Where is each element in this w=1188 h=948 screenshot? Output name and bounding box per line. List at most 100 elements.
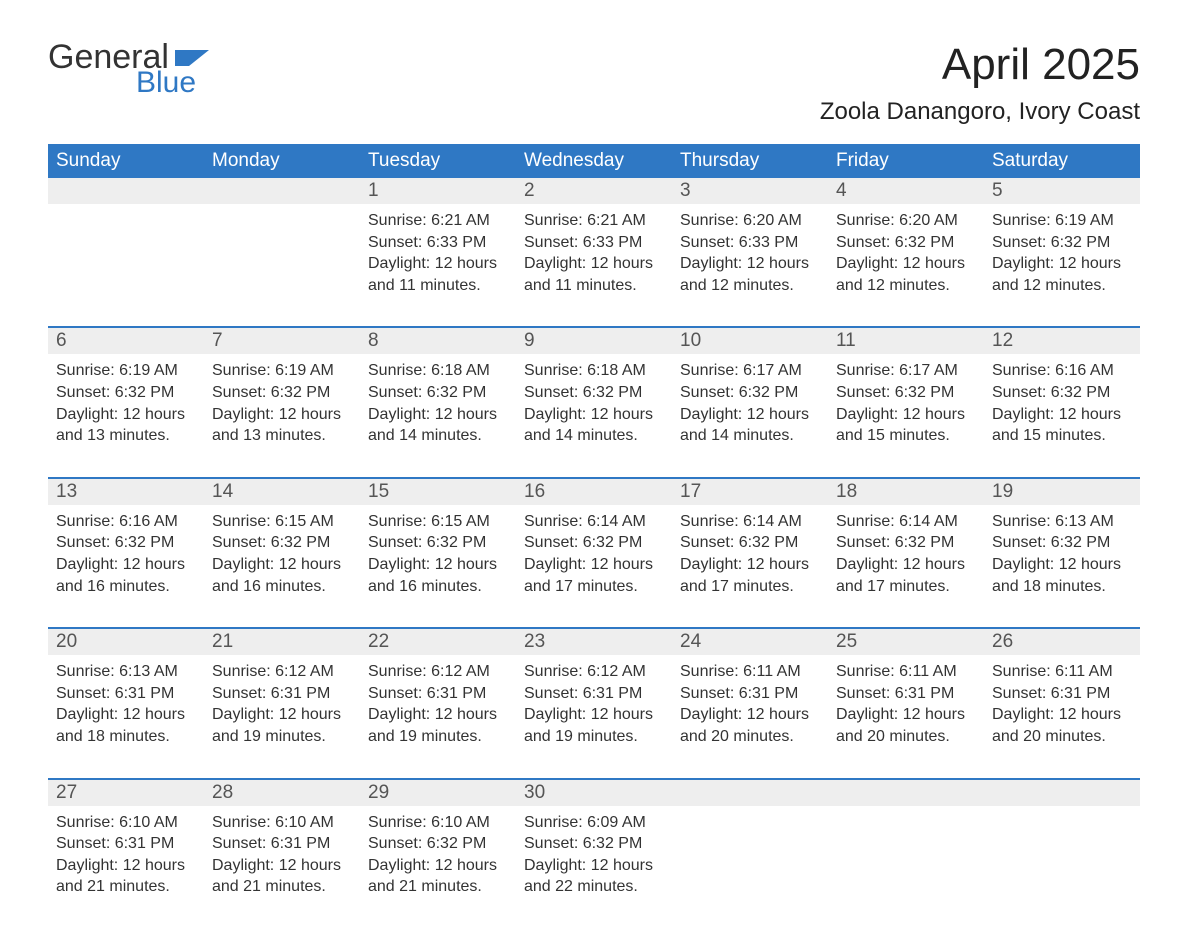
day-info-line: Sunrise: 6:10 AM: [368, 812, 508, 834]
day-info-line: Sunset: 6:32 PM: [524, 532, 664, 554]
daycontent-row: Sunrise: 6:10 AMSunset: 6:31 PMDaylight:…: [48, 806, 1140, 908]
week-row: 6789101112Sunrise: 6:19 AMSunset: 6:32 P…: [48, 326, 1140, 456]
day-info-line: and 11 minutes.: [368, 275, 508, 297]
day-info-line: Sunrise: 6:14 AM: [836, 511, 976, 533]
day-info-line: Sunrise: 6:21 AM: [368, 210, 508, 232]
day-number: 24: [672, 629, 828, 655]
day-info-line: and 12 minutes.: [992, 275, 1132, 297]
day-cell: [984, 806, 1140, 908]
day-info-line: and 12 minutes.: [836, 275, 976, 297]
day-cell: Sunrise: 6:12 AMSunset: 6:31 PMDaylight:…: [204, 655, 360, 757]
day-cell: Sunrise: 6:14 AMSunset: 6:32 PMDaylight:…: [672, 505, 828, 607]
location-label: Zoola Danangoro, Ivory Coast: [820, 98, 1140, 126]
day-info-line: Sunset: 6:31 PM: [368, 683, 508, 705]
day-info-line: Sunset: 6:32 PM: [524, 833, 664, 855]
day-info-line: and 15 minutes.: [992, 425, 1132, 447]
day-info-line: Sunset: 6:31 PM: [56, 833, 196, 855]
day-info-line: Sunset: 6:32 PM: [680, 532, 820, 554]
day-info-line: Sunset: 6:31 PM: [680, 683, 820, 705]
day-info-line: Sunrise: 6:20 AM: [836, 210, 976, 232]
day-cell: Sunrise: 6:20 AMSunset: 6:32 PMDaylight:…: [828, 204, 984, 306]
month-title: April 2025: [820, 40, 1140, 90]
day-info-line: and 20 minutes.: [992, 726, 1132, 748]
weekday-header: Sunday: [48, 144, 204, 178]
day-info-line: Daylight: 12 hours: [836, 554, 976, 576]
day-info-line: Sunset: 6:32 PM: [368, 532, 508, 554]
day-info-line: Daylight: 12 hours: [836, 253, 976, 275]
day-cell: Sunrise: 6:10 AMSunset: 6:31 PMDaylight:…: [204, 806, 360, 908]
day-info-line: and 15 minutes.: [836, 425, 976, 447]
day-info-line: Daylight: 12 hours: [680, 404, 820, 426]
day-number: 9: [516, 328, 672, 354]
day-info-line: and 17 minutes.: [524, 576, 664, 598]
day-number: 12: [984, 328, 1140, 354]
day-info-line: Daylight: 12 hours: [524, 855, 664, 877]
day-cell: Sunrise: 6:17 AMSunset: 6:32 PMDaylight:…: [828, 354, 984, 456]
day-cell: Sunrise: 6:20 AMSunset: 6:33 PMDaylight:…: [672, 204, 828, 306]
day-info-line: Sunrise: 6:12 AM: [212, 661, 352, 683]
day-info-line: Sunrise: 6:18 AM: [524, 360, 664, 382]
day-info-line: Daylight: 12 hours: [56, 855, 196, 877]
day-cell: [204, 204, 360, 306]
day-info-line: Daylight: 12 hours: [56, 704, 196, 726]
day-info-line: Sunrise: 6:13 AM: [56, 661, 196, 683]
day-cell: Sunrise: 6:16 AMSunset: 6:32 PMDaylight:…: [984, 354, 1140, 456]
day-cell: Sunrise: 6:21 AMSunset: 6:33 PMDaylight:…: [516, 204, 672, 306]
flag-icon: [175, 44, 209, 70]
weekday-header: Friday: [828, 144, 984, 178]
day-number: 2: [516, 178, 672, 204]
day-info-line: Sunrise: 6:14 AM: [524, 511, 664, 533]
day-info-line: and 21 minutes.: [368, 876, 508, 898]
title-block: April 2025 Zoola Danangoro, Ivory Coast: [820, 40, 1140, 126]
day-info-line: and 11 minutes.: [524, 275, 664, 297]
day-info-line: Sunrise: 6:11 AM: [992, 661, 1132, 683]
day-info-line: Daylight: 12 hours: [992, 704, 1132, 726]
weeks-container: 12345Sunrise: 6:21 AMSunset: 6:33 PMDayl…: [48, 178, 1140, 908]
day-number: [48, 178, 204, 204]
day-number: 13: [48, 479, 204, 505]
day-info-line: Daylight: 12 hours: [524, 554, 664, 576]
week-row: 20212223242526Sunrise: 6:13 AMSunset: 6:…: [48, 627, 1140, 757]
day-info-line: and 14 minutes.: [524, 425, 664, 447]
daycontent-row: Sunrise: 6:16 AMSunset: 6:32 PMDaylight:…: [48, 505, 1140, 607]
logo-text-blue: Blue: [136, 68, 209, 98]
day-cell: Sunrise: 6:15 AMSunset: 6:32 PMDaylight:…: [204, 505, 360, 607]
day-number: 8: [360, 328, 516, 354]
day-number: 17: [672, 479, 828, 505]
day-info-line: Sunset: 6:32 PM: [368, 833, 508, 855]
day-cell: Sunrise: 6:10 AMSunset: 6:31 PMDaylight:…: [48, 806, 204, 908]
day-cell: Sunrise: 6:18 AMSunset: 6:32 PMDaylight:…: [516, 354, 672, 456]
day-info-line: Sunrise: 6:17 AM: [680, 360, 820, 382]
day-info-line: and 19 minutes.: [212, 726, 352, 748]
day-cell: Sunrise: 6:19 AMSunset: 6:32 PMDaylight:…: [204, 354, 360, 456]
day-cell: Sunrise: 6:18 AMSunset: 6:32 PMDaylight:…: [360, 354, 516, 456]
day-info-line: Sunrise: 6:20 AM: [680, 210, 820, 232]
day-info-line: and 17 minutes.: [680, 576, 820, 598]
day-info-line: Daylight: 12 hours: [680, 554, 820, 576]
day-info-line: Daylight: 12 hours: [680, 253, 820, 275]
day-number: 18: [828, 479, 984, 505]
day-info-line: and 19 minutes.: [368, 726, 508, 748]
day-number: 25: [828, 629, 984, 655]
weekday-header: Wednesday: [516, 144, 672, 178]
day-cell: Sunrise: 6:13 AMSunset: 6:31 PMDaylight:…: [48, 655, 204, 757]
day-info-line: Sunrise: 6:10 AM: [212, 812, 352, 834]
day-cell: Sunrise: 6:14 AMSunset: 6:32 PMDaylight:…: [828, 505, 984, 607]
calendar: Sunday Monday Tuesday Wednesday Thursday…: [48, 144, 1140, 908]
day-cell: Sunrise: 6:12 AMSunset: 6:31 PMDaylight:…: [360, 655, 516, 757]
day-info-line: Sunrise: 6:15 AM: [212, 511, 352, 533]
day-info-line: Daylight: 12 hours: [212, 704, 352, 726]
day-info-line: Sunrise: 6:19 AM: [56, 360, 196, 382]
day-info-line: Sunrise: 6:14 AM: [680, 511, 820, 533]
day-info-line: and 20 minutes.: [836, 726, 976, 748]
day-cell: Sunrise: 6:12 AMSunset: 6:31 PMDaylight:…: [516, 655, 672, 757]
day-number: 14: [204, 479, 360, 505]
day-info-line: and 16 minutes.: [212, 576, 352, 598]
day-number: 11: [828, 328, 984, 354]
weekday-header: Saturday: [984, 144, 1140, 178]
weekday-header: Monday: [204, 144, 360, 178]
day-info-line: Daylight: 12 hours: [212, 404, 352, 426]
day-info-line: Sunset: 6:32 PM: [56, 382, 196, 404]
day-info-line: Sunset: 6:31 PM: [524, 683, 664, 705]
day-info-line: Daylight: 12 hours: [368, 855, 508, 877]
